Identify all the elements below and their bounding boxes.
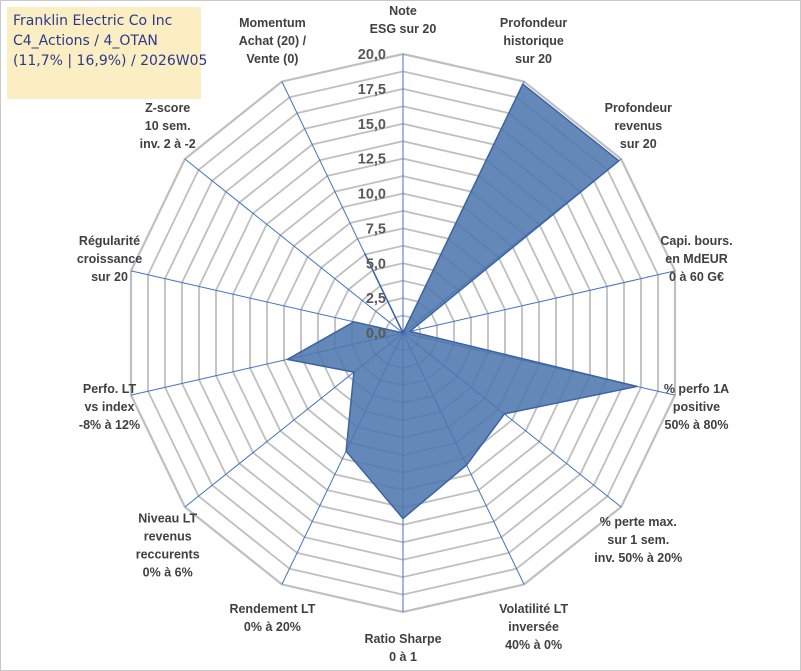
radar-axis-labels: Note ESG sur 20 Profondeur historique sur 20…: [77, 4, 733, 664]
axis-label-line: sur 20: [515, 52, 552, 66]
axis-label-line: sur 20: [91, 270, 128, 284]
axis-label-line: vs index: [84, 400, 134, 414]
axis-label-line: -8% à 12%: [79, 418, 140, 432]
axis-label-line: % perfo 1A: [664, 382, 729, 396]
axis-label-line: Profondeur: [605, 101, 672, 115]
axis-label-line: 0 à 60 G€: [669, 270, 724, 284]
series-area: [286, 83, 638, 520]
axis-label-line: 0% à 6%: [143, 566, 193, 580]
axis-label-line: 40% à 0%: [505, 638, 562, 652]
axis-label-line: Vente (0): [246, 52, 298, 66]
axis-label-line: Momentum: [239, 16, 306, 30]
axis-label: Niveau LT revenus reccurents 0% à 6%: [136, 512, 200, 580]
axis-label-line: inv. 2 à -2: [140, 137, 196, 151]
radar-tick-labels: 0,0 2,5 5,0 7,5 10,0 12,5 15,0 17,5 20,0: [358, 47, 386, 342]
axis-label: Régularité croissance sur 20: [77, 234, 142, 284]
axis-spoke: [402, 270, 676, 334]
axis-label: Profondeur revenus sur 20: [605, 101, 672, 151]
axis-label-line: Volatilité LT: [499, 602, 568, 616]
axis-label-line: % perte max.: [600, 515, 677, 529]
axis-label-line: Rendement LT: [229, 602, 315, 616]
axis-label: Rendement LT 0% à 20%: [229, 602, 315, 634]
tick-label: 20,0: [358, 47, 386, 63]
axis-label-line: historique: [503, 34, 563, 48]
axis-label: % perte max. sur 1 sem. inv. 50% à 20%: [594, 515, 682, 565]
axis-label: Volatilité LT inversée 40% à 0%: [499, 602, 568, 652]
axis-label: Momentum Achat (20) / Vente (0): [239, 16, 307, 66]
axis-label-line: revenus: [614, 119, 662, 133]
axis-label: Z-score 10 sem. inv. 2 à -2: [140, 101, 196, 151]
axis-label-line: inversée: [508, 620, 559, 634]
axis-label: Ratio Sharpe 0 à 1: [364, 632, 441, 664]
tick-label: 15,0: [358, 117, 386, 133]
axis-label-line: Ratio Sharpe: [364, 632, 441, 646]
title-period: (11,7% | 16,9%) / 2026W05: [13, 53, 208, 69]
axis-label-line: Profondeur: [500, 16, 567, 30]
tick-label: 17,5: [358, 82, 386, 98]
axis-label-line: Achat (20) /: [239, 34, 307, 48]
tick-label: 0,0: [366, 326, 386, 342]
title-company: Franklin Electric Co Inc: [13, 13, 173, 29]
axis-label-line: 50% à 80%: [665, 418, 729, 432]
axis-label: Note ESG sur 20: [370, 4, 437, 36]
tick-label: 10,0: [358, 187, 386, 203]
axis-label-line: en MdEUR: [665, 252, 728, 266]
radar-series: [286, 83, 638, 520]
axis-label: Perfo. LT vs index -8% à 12%: [79, 382, 140, 432]
axis-label-line: inv. 50% à 20%: [594, 551, 682, 565]
axis-label-line: 0% à 20%: [244, 620, 301, 634]
title-portfolio: C4_Actions / 4_OTAN: [13, 33, 158, 49]
axis-label-line: 10 sem.: [145, 119, 191, 133]
title-box: Franklin Electric Co Inc C4_Actions / 4_…: [7, 7, 208, 99]
tick-label: 2,5: [366, 291, 386, 307]
axis-label-line: Perfo. LT: [83, 382, 137, 396]
axis-label-line: Niveau LT: [138, 512, 197, 526]
tick-label: 7,5: [366, 221, 386, 237]
tick-label: 5,0: [366, 256, 386, 272]
axis-label-line: positive: [673, 400, 720, 414]
axis-label-line: croissance: [77, 252, 142, 266]
axis-label: Profondeur historique sur 20: [500, 16, 567, 66]
axis-label-line: ESG sur 20: [370, 22, 437, 36]
axis-label-line: Note: [389, 4, 417, 18]
axis-spoke: [184, 158, 404, 334]
axis-label-line: sur 1 sem.: [607, 533, 669, 547]
axis-label-line: revenus: [144, 530, 192, 544]
axis-label: Capi. bours. en MdEUR 0 à 60 G€: [660, 234, 732, 284]
axis-label-line: Régularité: [79, 234, 140, 248]
axis-label: % perfo 1A positive 50% à 80%: [664, 382, 729, 432]
tick-label: 12,5: [358, 152, 386, 168]
axis-label-line: Capi. bours.: [660, 234, 732, 248]
axis-label-line: sur 20: [620, 137, 657, 151]
axis-label-line: 0 à 1: [389, 650, 417, 664]
axis-label-line: Z-score: [145, 101, 190, 115]
axis-label-line: reccurents: [136, 548, 200, 562]
